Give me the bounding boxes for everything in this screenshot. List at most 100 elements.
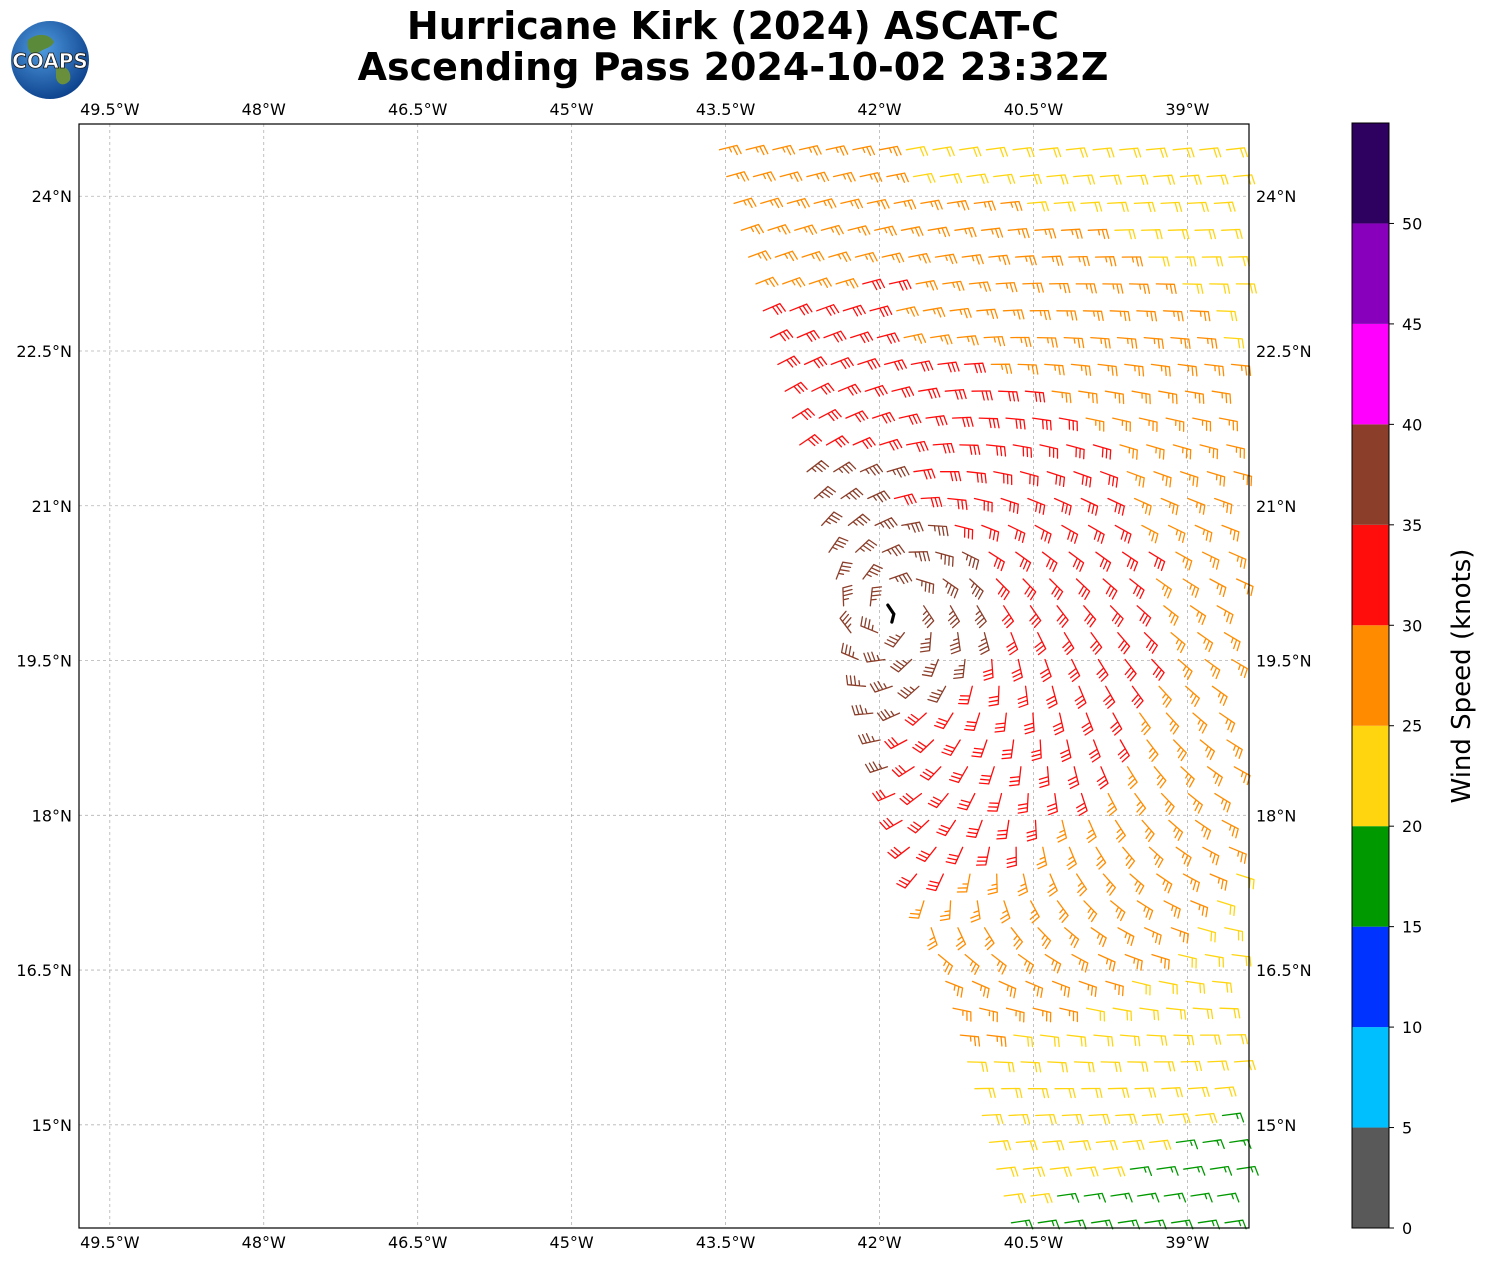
wind-barb [1105,980,1124,997]
wind-barb [823,330,847,343]
wind-barb [1062,632,1075,656]
wind-barb [973,200,996,211]
wind-barb [1199,147,1222,158]
wind-barb [1010,927,1024,950]
wind-barb [1006,846,1017,869]
wind-barb [1199,1034,1222,1045]
wind-barb [1231,658,1248,679]
wind-barb [896,873,918,889]
wind-barb [1139,1007,1160,1021]
wind-barb [947,605,961,629]
wind-barb [980,227,1004,239]
lat-tick-label: 16.5°N [1256,961,1312,980]
wind-barb [1088,1113,1111,1125]
wind-barb [1064,1219,1087,1230]
wind-barb [1010,1219,1034,1230]
wind-barb [852,145,876,156]
colorbar-tick-label: 50 [1402,214,1422,233]
wind-barb [1081,1087,1103,1099]
wind-barb [900,226,924,237]
wind-barb [1075,578,1091,600]
wind-barb [1216,310,1238,322]
wind-barb [942,280,965,292]
colorbar-tick-label: 45 [1402,315,1422,334]
wind-barb [1054,1087,1076,1099]
wind-barb [939,900,952,922]
wind-barb [978,766,995,785]
wind-barb [1226,739,1243,759]
wind-barb [1175,1139,1199,1150]
wind-barb [847,513,871,527]
wind-barb [782,277,806,288]
wind-barb [1126,766,1138,790]
wind-barb [1056,1192,1080,1203]
wind-barb [1068,255,1090,267]
wind-barb [964,712,981,731]
wind-barb [1134,792,1147,816]
wind-barb [1074,685,1087,709]
wind-barb [915,846,937,863]
lon-tick-label: 46.5°W [388,100,448,119]
wind-barb [887,846,910,859]
wind-barb [1148,256,1170,267]
wind-barb [966,471,987,484]
wind-barb [1163,1192,1187,1203]
wind-barb [1172,444,1192,460]
wind-barb [1236,873,1255,890]
wind-barb [1236,1165,1259,1176]
wind-barb [1197,1219,1221,1230]
colorbar-bin [1352,625,1389,726]
wind-barb [1083,900,1098,923]
wind-barb [1173,1034,1195,1046]
wind-barb [965,819,983,838]
wind-barb [1177,658,1193,681]
wind-barb [1178,953,1197,969]
wind-barb [1066,444,1085,460]
wind-barb [1076,792,1088,817]
wind-barb [1138,417,1158,433]
wind-barb [1158,685,1172,708]
colorbar-tick-label: 15 [1402,918,1422,937]
wind-barb [852,436,876,449]
wind-barb [1194,524,1213,543]
wind-barb [920,199,943,211]
wind-barb [1002,309,1025,320]
wind-barb [988,1140,1012,1151]
wind-barb [859,463,884,476]
storm-center-icon [886,603,896,624]
wind-barb [1216,605,1234,625]
wind-barb [1165,1007,1187,1020]
wind-barb [1094,256,1117,267]
wind-barb [1201,551,1220,570]
wind-barb [791,407,815,421]
wind-barb [1144,927,1162,945]
wind-barb [1124,363,1145,377]
wind-barb [957,792,976,811]
wind-barb [964,362,986,374]
wind-barb [854,251,878,263]
wind-barb [893,493,917,505]
wind-barb [1106,792,1118,817]
wind-barb [1221,819,1239,839]
wind-barb [799,434,823,447]
wind-barb [1133,201,1156,213]
wind-barb [978,632,990,655]
wind-barb [1151,953,1170,970]
lat-ticks-left: 24°N 22.5°N 21°N 19.5°N 18°N 16.5°N 15°N [16,187,72,1135]
wind-barb [981,1113,1004,1125]
wind-barb [1141,524,1159,544]
lat-tick-label: 19.5°N [16,652,72,671]
wind-barb [1124,658,1137,682]
wind-barb [1075,283,1097,294]
wind-barb [899,792,923,806]
wind-barb [1073,174,1096,185]
wind-barb [733,197,757,209]
wind-barb [1141,229,1163,240]
wind-barb [1139,712,1151,736]
wind-barb [1175,551,1193,571]
wind-barb [915,280,939,291]
wind-barb [752,171,776,182]
lat-tick-label: 22.5°N [1256,342,1312,361]
wind-barb [1102,283,1124,294]
wind-barb [820,224,844,236]
